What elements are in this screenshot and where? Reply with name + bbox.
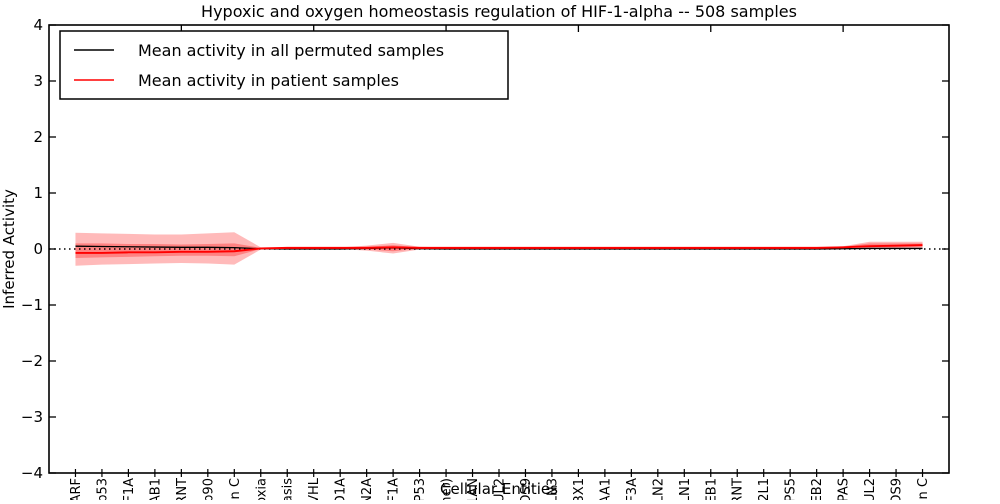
x-tick-label: HIF1AN [466, 478, 481, 500]
x-tick-label: HIF1A/JAB1 [148, 478, 163, 500]
series-lines [75, 244, 923, 254]
y-tick-label: −4 [21, 464, 43, 482]
x-tick-label: HIF1A [122, 478, 137, 500]
x-tick-label: RACK1/Elongin B/Elongin C [916, 478, 931, 500]
x-tick-label: TCEB1 [704, 478, 719, 500]
x-tick-label: HIF1A/Hsp90 [201, 478, 216, 500]
y-tick-labels: 4 3 2 1 0 −1 −2 −3 −4 [21, 16, 43, 482]
x-tick-label: HIF1A/p53 [95, 478, 110, 500]
x-tick-label: TP53 [413, 478, 428, 500]
x-tick-label: COPS5 [784, 478, 799, 500]
legend-box [59, 30, 509, 100]
y-tick-label: 3 [33, 72, 43, 90]
plot-frame [48, 24, 950, 474]
y-tick-label: −1 [21, 296, 43, 314]
x-tick-label: PHD1-3/OS9 [890, 478, 905, 500]
x-tick-label: OS9 [519, 478, 534, 500]
x-tick-label: TCEB2 [810, 478, 825, 500]
x-tick-label: HIF1A/p19ARF [69, 478, 84, 500]
x-tick-label: EGLN2 [651, 478, 666, 500]
y-tick-label: 2 [33, 128, 43, 146]
x-tick-label: HIF1A/RACK1/Elongin B/Elongin C [228, 478, 243, 500]
legend-label-permuted: Mean activity in all permuted samples [138, 41, 444, 60]
x-tick-labels: HIF1A/p19ARF HIF1A/p53 HIF1A HIF1A/JAB1 HIF1… [69, 477, 931, 504]
x-tick-label: EGLN1 [678, 478, 693, 500]
x-tick-label: ARNT [731, 478, 746, 500]
y-axis-label: Inferred Activity [0, 189, 18, 309]
legend-label-patient: Mean activity in patient samples [138, 71, 399, 90]
y-tick-label: 0 [33, 240, 43, 258]
y-tick-label: 1 [33, 184, 43, 202]
series-line-permuted [75, 245, 923, 250]
y-tick-label: −2 [21, 352, 43, 370]
x-tick-label: CUL2 [493, 478, 508, 500]
x-tick-label: GNB2L1 [757, 478, 772, 500]
x-tick-label: ARNT/IPAS [837, 478, 852, 500]
y-tick-label: −3 [21, 408, 43, 426]
x-tick-label: RBX1 [572, 478, 587, 500]
x-tick-label: HIF3A [625, 478, 640, 500]
x-axis-label: Cellular Entities [440, 480, 558, 498]
x-tick-label: VHL [307, 477, 322, 500]
x-tick-label: CDKN2A [360, 478, 375, 500]
legend: Mean activity in all permuted samples Me… [59, 30, 509, 100]
x-tick-label: HIF1A/ARNT [175, 478, 190, 500]
x-tick-label: VHL/Elongin B/Elongin C/RBX1/CUL2 [863, 478, 878, 500]
chart-title: Hypoxic and oxygen homeostasis regulatio… [201, 2, 797, 21]
x-tick-label: oxygen homeostasis [281, 478, 296, 500]
y-tick-label: 4 [33, 16, 43, 34]
x-tick-label: VHL/Elongin B/Elongin C/RBX1/CUL2/HIF1A [387, 478, 402, 500]
x-tick-label: FIH (dimer) [440, 478, 455, 500]
series-line-patient [75, 244, 923, 254]
x-tick-label: response to hypoxia [254, 478, 269, 500]
x-tick-label: ARD1A [334, 478, 349, 500]
x-tick-label: HSP90AA1 [598, 478, 613, 500]
x-tick-label: EGLN3 [545, 478, 560, 500]
